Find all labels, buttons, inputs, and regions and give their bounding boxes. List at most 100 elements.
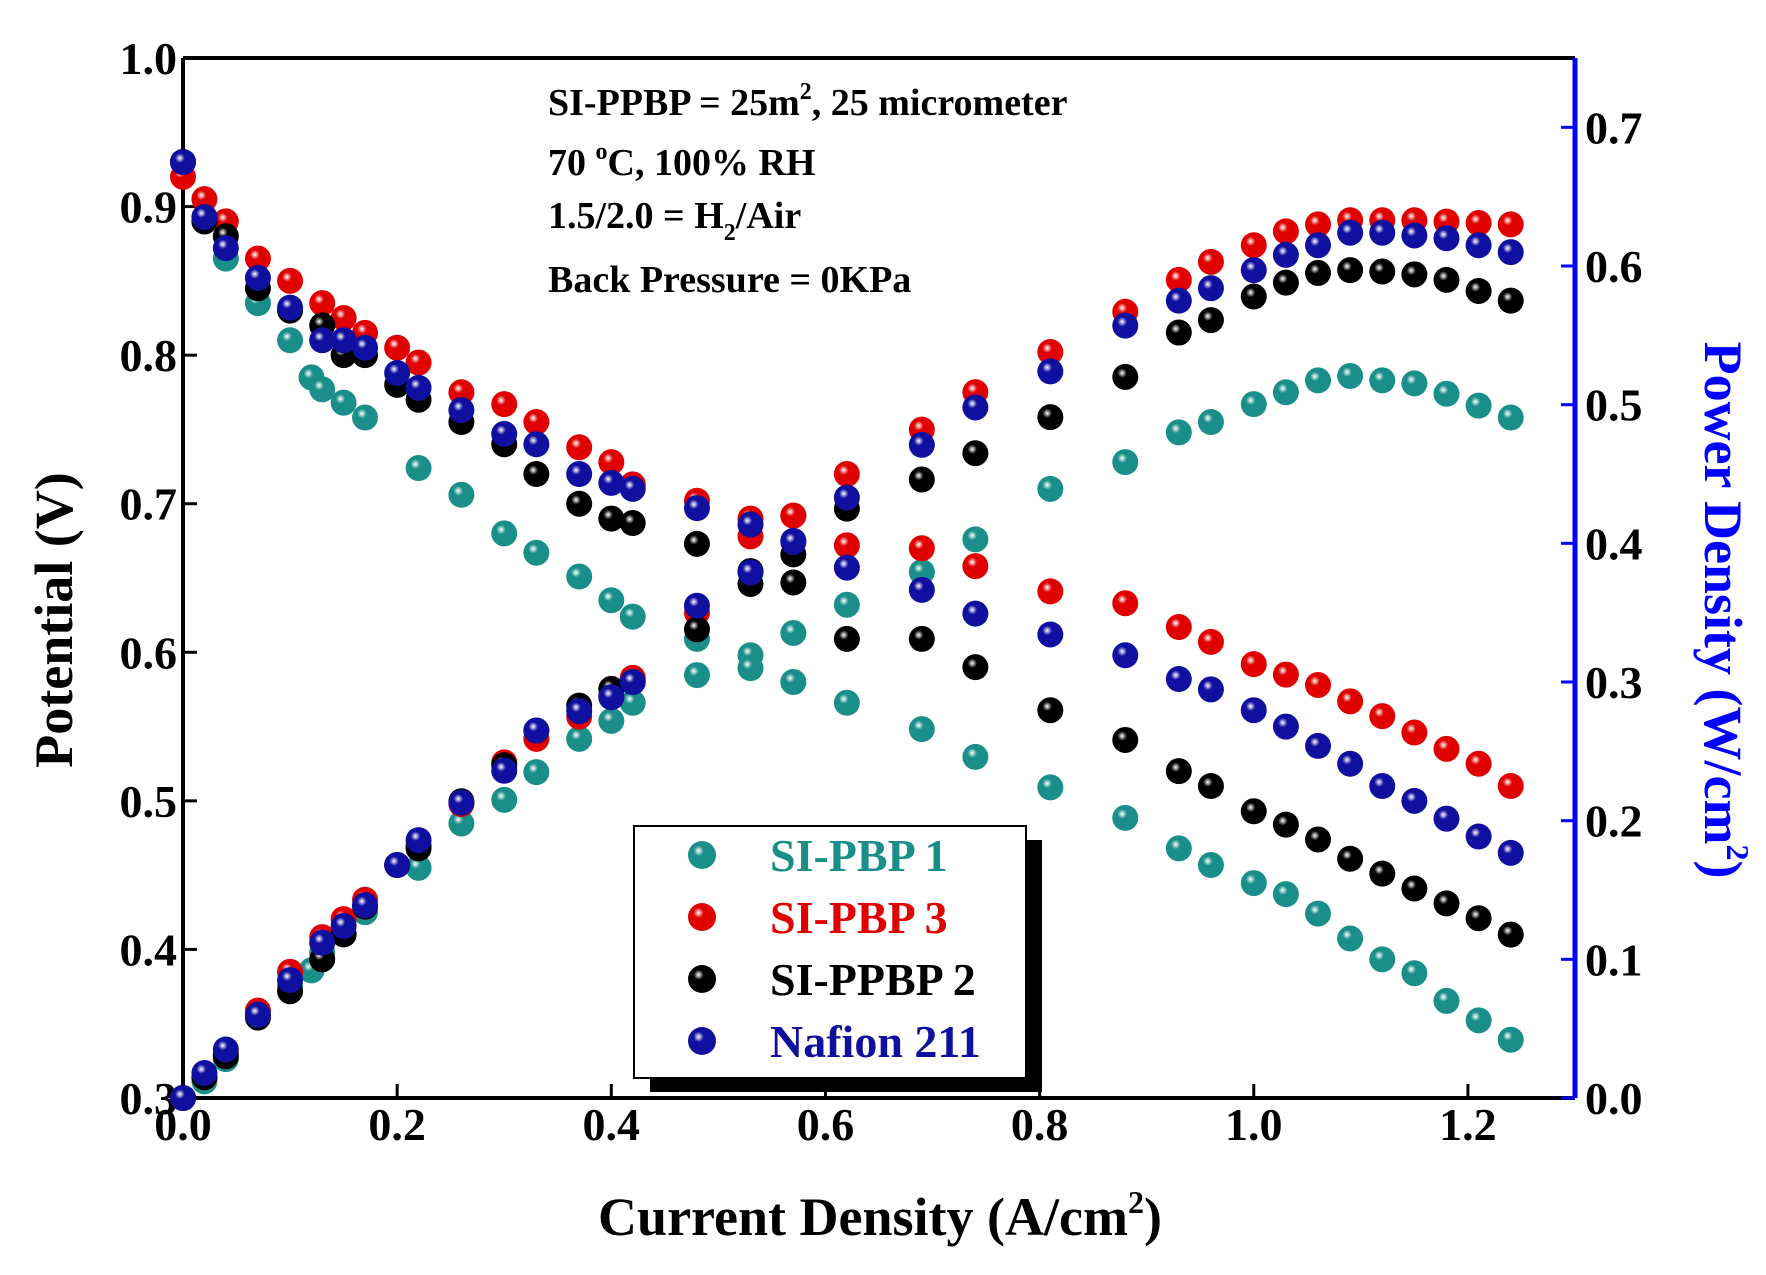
marker-power-si-pbp-1 (491, 786, 518, 813)
y2-axis-title: Power Density (W/cm2) (1693, 342, 1756, 879)
marker-potential-si-pbp-3 (405, 349, 432, 376)
y2-tick-label: 0.1 (1585, 934, 1643, 985)
marker-power-nafion-211 (1433, 225, 1460, 252)
marker-power-si-pbp-1 (1369, 946, 1396, 973)
marker-potential-nafion-211 (212, 235, 239, 262)
marker-potential-si-pbp-1 (598, 587, 625, 614)
marker-power-nafion-211 (566, 698, 593, 725)
y-tick-label: 0.8 (120, 330, 178, 381)
annotation-line-1: SI-PPBP = 25m2, 25 micrometer (548, 79, 1068, 124)
marker-power-si-ppbp-2 (1401, 261, 1428, 288)
marker-potential-nafion-211 (330, 327, 357, 354)
marker-power-si-pbp-1 (683, 662, 710, 689)
marker-power-nafion-211 (683, 592, 710, 619)
marker-potential-nafion-211 (1369, 773, 1396, 799)
markers (170, 149, 1524, 1111)
marker-potential-si-ppbp-2 (1433, 890, 1460, 917)
marker-potential-si-pbp-1 (908, 559, 935, 586)
marker-potential-si-pbp-1 (780, 619, 807, 646)
marker-power-si-pbp-1 (405, 854, 432, 881)
marker-power-si-ppbp-2 (1272, 269, 1299, 296)
marker-potential-nafion-211 (1197, 676, 1224, 703)
marker-power-si-pbp-1 (1272, 881, 1299, 908)
marker-power-si-ppbp-2 (1337, 257, 1364, 284)
marker-power-si-pbp-1 (908, 716, 935, 743)
marker-potential-si-ppbp-2 (1497, 921, 1524, 948)
marker-power-si-ppbp-2 (1197, 307, 1224, 334)
y-tick-label: 1.0 (120, 33, 178, 84)
marker-power-si-ppbp-2 (1165, 319, 1192, 346)
marker-potential-si-ppbp-2 (598, 505, 625, 532)
marker-potential-nafion-211 (683, 495, 710, 522)
marker-power-nafion-211 (1272, 241, 1299, 268)
annotation-line-3-a: 1.5/2.0 = H (548, 195, 724, 237)
marker-power-si-pbp-1 (619, 689, 646, 716)
annotation-line-1-sup: 2 (800, 79, 812, 105)
marker-potential-nafion-211 (352, 334, 379, 361)
marker-potential-si-ppbp-2 (683, 530, 710, 557)
y-tick-label: 0.3 (120, 1073, 178, 1124)
marker-potential-nafion-211 (1337, 750, 1364, 777)
marker-power-nafion-211 (352, 892, 379, 919)
marker-potential-si-pbp-3 (244, 245, 271, 272)
marker-potential-si-ppbp-2 (1112, 726, 1139, 753)
ticks: 0.0 0.2 0.4 0.6 0.8 1.0 1.2 0.3 0.4 0.5 0.6 0.7 0.8 0… (120, 33, 1643, 1150)
marker-power-nafion-211 (244, 1001, 271, 1028)
marker-power-nafion-211 (212, 1036, 239, 1063)
marker-potential-si-pbp-3 (1465, 750, 1492, 777)
marker-potential-nafion-211 (244, 264, 271, 291)
x-tick-label: 0.8 (1011, 1099, 1069, 1150)
annotation-line-2-b: C, 100% RH (608, 142, 816, 184)
marker-potential-si-pbp-1 (1337, 362, 1364, 389)
x-tick-label: 0.6 (797, 1099, 855, 1150)
marker-power-si-pbp-1 (1112, 804, 1139, 831)
y-tick-label: 0.4 (120, 924, 178, 975)
annotation-line-1-b: , 25 micrometer (812, 82, 1068, 124)
marker-potential-si-pbp-3 (1305, 671, 1332, 698)
marker-power-nafion-211 (523, 717, 550, 744)
marker-power-si-ppbp-2 (1240, 283, 1267, 310)
marker-potential-si-pbp-1 (405, 455, 432, 482)
marker-potential-si-pbp-1 (1465, 392, 1492, 419)
marker-potential-nafion-211 (1305, 732, 1332, 759)
marker-potential-si-pbp-3 (566, 434, 593, 461)
annotations: SI-PPBP = 25m2, 25 micrometer 70 oC, 100… (548, 79, 1068, 301)
marker-potential-si-pbp-1 (1369, 367, 1396, 394)
marker-power-nafion-211 (384, 852, 411, 879)
marker-power-si-pbp-1 (737, 655, 764, 682)
marker-potential-si-ppbp-2 (1240, 798, 1267, 825)
marker-power-nafion-211 (448, 789, 475, 816)
marker-power-nafion-211 (1037, 358, 1064, 385)
marker-potential-si-ppbp-2 (1401, 875, 1428, 902)
marker-power-si-pbp-1 (833, 689, 860, 716)
marker-power-nafion-211 (1337, 219, 1364, 246)
marker-potential-nafion-211 (1465, 823, 1492, 850)
marker-potential-si-pbp-3 (277, 267, 304, 294)
marker-power-si-ppbp-2 (962, 440, 989, 467)
marker-power-si-pbp-1 (780, 669, 807, 695)
y2-axis-title-main: Power Density (W/cm (1693, 342, 1753, 845)
annotation-line-3: 1.5/2.0 = H2/Air (548, 195, 801, 246)
marker-power-si-pbp-1 (1197, 852, 1224, 879)
marker-power-nafion-211 (962, 394, 989, 421)
marker-potential-si-pbp-1 (1037, 475, 1064, 502)
marker-potential-nafion-211 (1112, 642, 1139, 669)
marker-potential-si-pbp-3 (309, 290, 336, 317)
marker-potential-si-ppbp-2 (1197, 773, 1224, 799)
marker-power-si-ppbp-2 (1369, 258, 1396, 285)
marker-potential-nafion-211 (833, 554, 860, 581)
y2-tick-label: 0.3 (1585, 657, 1643, 708)
marker-power-nafion-211 (330, 913, 357, 940)
marker-potential-si-ppbp-2 (1165, 758, 1192, 785)
marker-power-si-pbp-1 (566, 725, 593, 752)
marker-potential-si-ppbp-2 (1037, 697, 1064, 724)
marker-power-si-pbp-1 (1240, 870, 1267, 897)
marker-power-si-pbp-1 (448, 810, 475, 837)
marker-potential-nafion-211 (1037, 621, 1064, 648)
x-tick-label: 0.2 (368, 1099, 426, 1150)
marker-potential-si-pbp-3 (1037, 578, 1064, 605)
legend-label-si-ppbp-2: SI-PPBP 2 (770, 954, 976, 1005)
marker-potential-si-pbp-1 (1497, 404, 1524, 431)
marker-power-si-pbp-3 (1240, 232, 1267, 259)
marker-power-si-ppbp-2 (1465, 277, 1492, 304)
